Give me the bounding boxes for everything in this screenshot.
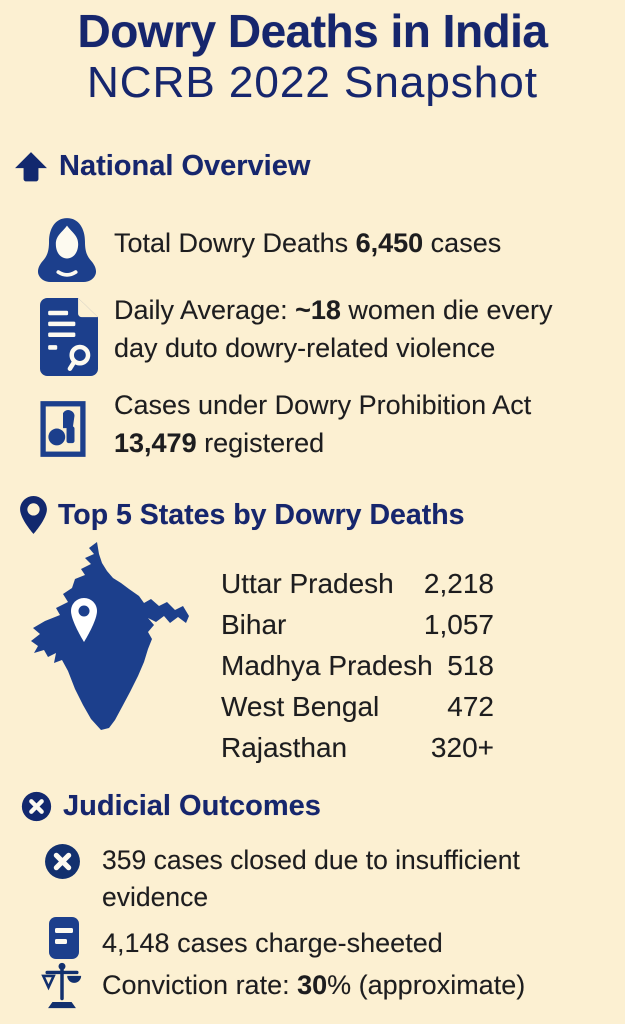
state-value: 320+ <box>430 732 494 763</box>
woman-icon <box>36 216 98 286</box>
state-name: Madhya Pradesh <box>221 650 433 681</box>
stat-text: 4,148 cases charge-sheeted <box>102 928 443 958</box>
section-judicial-header: Judicial Outcomes <box>21 790 321 823</box>
location-pin-icon <box>20 496 47 534</box>
state-row: Uttar Pradesh 2,218 <box>221 564 494 605</box>
up-arrow-icon <box>14 151 48 183</box>
section-heading: Judicial Outcomes <box>63 790 321 822</box>
stat-total-dowry-deaths: Total Dowry Deaths 6,450 cases <box>114 224 584 262</box>
stat-value: ~18 <box>295 295 341 325</box>
document-seal-icon <box>40 298 98 376</box>
stat-text: women die every day duto dowry-related v… <box>114 295 553 363</box>
state-row: Bihar 1,057 <box>221 605 494 646</box>
stat-value: 6,450 <box>355 228 424 258</box>
stat-conviction-rate: Conviction rate: 30% (approximate) <box>102 966 592 1004</box>
section-top-states-header: Top 5 States by Dowry Deaths <box>20 496 465 534</box>
section-heading: National Overview <box>59 150 311 182</box>
stat-cases-closed: 359 cases closed due to insufficient evi… <box>102 842 594 916</box>
state-value: 1,057 <box>423 609 494 640</box>
stat-daily-average: Daily Average: ~18 women die every day d… <box>114 291 592 367</box>
circle-x-icon <box>21 791 52 822</box>
stat-value: 13,479 <box>114 428 197 458</box>
india-map <box>26 542 196 732</box>
page-subtitle: NCRB 2022 Snapshot <box>87 58 538 107</box>
stat-text: Conviction rate: <box>102 970 298 1000</box>
state-name: West Bengal <box>221 691 380 722</box>
state-row: Rajasthan 320+ <box>221 728 494 769</box>
state-name: Rajasthan <box>221 732 348 763</box>
stat-text: % (approximate) <box>327 970 526 1000</box>
stat-value: 30 <box>297 970 328 1000</box>
stat-text: 359 cases closed due to insufficient evi… <box>102 845 520 912</box>
map-pin-icon <box>71 598 97 642</box>
state-row: Madhya Pradesh 518 <box>221 646 494 687</box>
stat-text: registered <box>196 428 325 458</box>
framed-figure-icon <box>40 398 86 460</box>
circle-x-icon <box>44 843 81 880</box>
stat-charge-sheeted: 4,148 cases charge-sheeted <box>102 924 594 962</box>
state-value: 472 <box>447 691 494 722</box>
stat-text: cases <box>423 228 502 258</box>
stat-text: Cases under Dowry Prohibition Act <box>114 390 532 420</box>
state-value: 2,218 <box>423 568 494 599</box>
state-value: 518 <box>447 650 494 681</box>
stat-text: Daily Average: <box>114 295 296 325</box>
stat-text: Total Dowry Deaths <box>114 228 356 258</box>
page-title: Dowry Deaths in India <box>77 5 548 57</box>
section-national-overview-header: National Overview <box>14 150 310 183</box>
state-row: West Bengal 472 <box>221 687 494 728</box>
section-heading: Top 5 States by Dowry Deaths <box>58 498 465 531</box>
state-name: Uttar Pradesh <box>221 568 394 599</box>
states-table: Uttar Pradesh 2,218 Bihar 1,057 Madhya P… <box>221 564 494 769</box>
state-name: Bihar <box>221 609 287 640</box>
note-icon <box>49 917 79 959</box>
stat-prohibition-act: Cases under Dowry Prohibition Act 13,479… <box>114 386 574 462</box>
scales-icon <box>40 962 84 1009</box>
